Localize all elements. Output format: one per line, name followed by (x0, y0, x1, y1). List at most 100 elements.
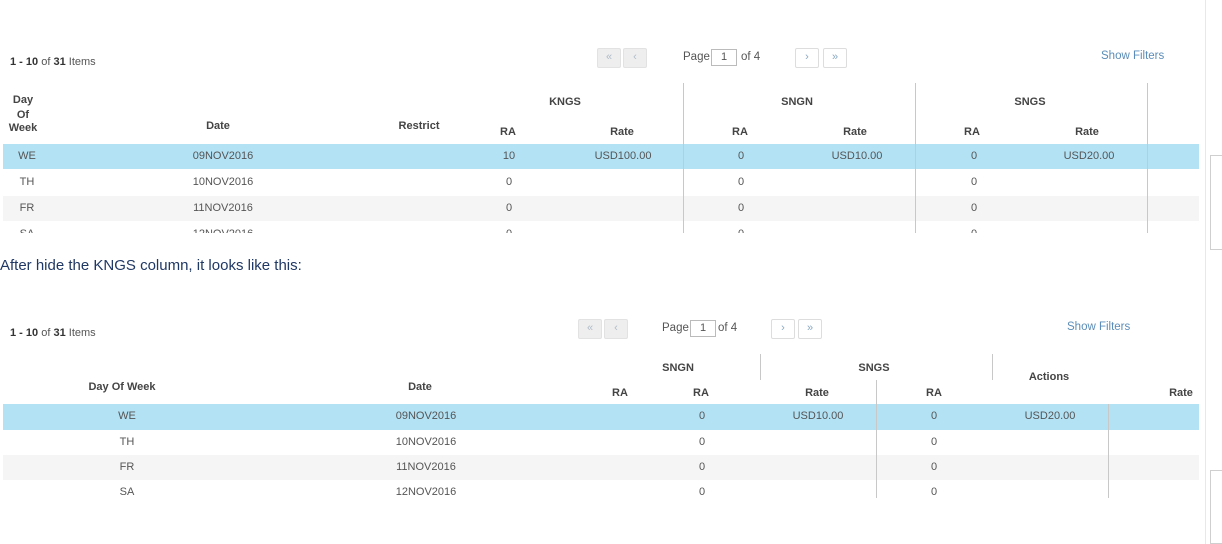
next-page-button[interactable]: › (795, 48, 819, 68)
cell-kngs-ra: 0 (505, 176, 513, 188)
cell-date: 12NOV2016 (183, 222, 263, 233)
cell-sngn-ra: 0 (721, 222, 761, 233)
cell-sngn-rate: USD10.00 (792, 410, 844, 422)
header-sngn-ra[interactable]: RA (693, 387, 709, 399)
header-group-sngn: SNGN (781, 96, 813, 108)
header-sngs-ra[interactable]: RA (926, 387, 942, 399)
cell-kngs-ra: 0 (489, 222, 529, 233)
show-filters-link[interactable]: Show Filters (1067, 321, 1131, 333)
cell-sngs-ra: 0 (954, 222, 994, 233)
column-divider (915, 83, 916, 233)
header-group-sngn: SNGN (662, 362, 694, 374)
last-page-button[interactable]: » (823, 48, 847, 68)
cell-sngn-ra: 0 (737, 150, 745, 162)
cell-date: 10NOV2016 (192, 176, 254, 188)
header-date[interactable]: Date (206, 120, 230, 132)
table-row[interactable]: SA 12NOV2016 0 0 0 (3, 222, 1199, 233)
cell-sngs-ra: 0 (970, 176, 978, 188)
cell-day: WE (18, 150, 36, 162)
cell-sngs-ra: 0 (970, 202, 978, 214)
header-day-of-week[interactable]: Day Of Week (8, 94, 38, 134)
header-ra[interactable]: RA (612, 387, 628, 399)
cell-kngs-rate: USD100.00 (594, 150, 652, 162)
cell-day: FR (19, 202, 35, 214)
next-page-button[interactable]: › (771, 319, 795, 339)
column-divider (760, 354, 761, 380)
header-group-sngs: SNGS (858, 362, 890, 374)
page-count: of 4 (741, 51, 761, 63)
header-sngn-rate[interactable]: Rate (805, 387, 829, 399)
cell-kngs-ra: 10 (502, 150, 516, 162)
scrollbar-fragment (1210, 155, 1222, 250)
table-row[interactable]: SA 12NOV2016 0 0 (3, 480, 1199, 498)
page-number-input[interactable]: 1 (690, 320, 716, 337)
header-group-kngs: KNGS (549, 96, 581, 108)
cell-sngs-rate: USD20.00 (1024, 410, 1076, 422)
cell-date: 11NOV2016 (396, 461, 456, 473)
cell-sngn-ra: 0 (698, 486, 706, 498)
table-row[interactable]: TH 10NOV2016 0 0 0 (3, 170, 1199, 195)
cell-sngn-ra: 0 (737, 176, 745, 188)
page-label: Page (683, 51, 710, 63)
prev-page-button[interactable]: ‹ (604, 319, 628, 339)
column-divider (1108, 404, 1109, 498)
header-rate[interactable]: Rate (1169, 387, 1193, 399)
header-kngs-rate[interactable]: Rate (610, 126, 634, 138)
first-page-button[interactable]: « (578, 319, 602, 339)
header-kngs-ra[interactable]: RA (500, 126, 516, 138)
page-label: Page (662, 322, 689, 334)
header-day-of-week[interactable]: Day Of Week (88, 381, 156, 393)
show-filters-link[interactable]: Show Filters (1101, 50, 1165, 62)
header-group-sngs: SNGS (1014, 96, 1046, 108)
cell-sngs-ra: 0 (970, 150, 978, 162)
cell-sngs-ra: 0 (930, 461, 938, 473)
cell-date: 09NOV2016 (395, 410, 457, 422)
cell-sngs-rate: USD20.00 (1063, 150, 1115, 162)
cell-day: SA (7, 222, 47, 233)
cell-day: WE (118, 410, 136, 422)
cell-sngn-ra: 0 (698, 436, 706, 448)
header-date[interactable]: Date (408, 381, 432, 393)
table-row[interactable]: FR 11NOV2016 0 0 0 (3, 196, 1199, 221)
cell-sngs-ra: 0 (930, 410, 938, 422)
cell-date: 10NOV2016 (395, 436, 457, 448)
page-count: of 4 (718, 322, 738, 334)
column-divider (683, 83, 684, 233)
header-sngn-ra[interactable]: RA (732, 126, 748, 138)
table-row[interactable]: TH 10NOV2016 0 0 (3, 430, 1199, 455)
cell-sngs-ra: 0 (930, 486, 938, 498)
table-row[interactable]: WE 09NOV2016 10 USD100.00 0 USD10.00 0 U… (3, 144, 1199, 169)
bottom-grid-panel: 1 - 10 of 31 Items « ‹ Page 1 of 4 › » S… (0, 276, 1200, 498)
cell-day: TH (19, 176, 35, 188)
caption-text: After hide the KNGS column, it looks lik… (0, 257, 302, 274)
cell-sngn-rate: USD10.00 (831, 150, 883, 162)
header-restrict[interactable]: Restrict (398, 120, 440, 132)
last-page-button[interactable]: » (798, 319, 822, 339)
table-row[interactable]: WE 09NOV2016 0 USD10.00 0 USD20.00 (3, 404, 1199, 430)
column-divider (992, 354, 993, 380)
header-sngn-rate[interactable]: Rate (843, 126, 867, 138)
cell-sngn-ra: 0 (698, 410, 706, 422)
table-row[interactable]: FR 11NOV2016 0 0 (3, 455, 1199, 480)
cell-sngs-ra: 0 (930, 436, 938, 448)
cell-date: 12NOV2016 (395, 486, 457, 498)
scrollbar-fragment (1210, 470, 1222, 544)
cell-sngn-ra: 0 (737, 202, 745, 214)
column-divider (876, 380, 877, 498)
cell-day: FR (119, 461, 135, 473)
cell-kngs-ra: 0 (505, 202, 513, 214)
cell-date: 11NOV2016 (193, 202, 253, 214)
top-grid-panel: 1 - 10 of 31 Items « ‹ Page 1 of 4 › » S… (0, 0, 1205, 233)
column-divider (1147, 83, 1148, 233)
header-sngs-ra[interactable]: RA (964, 126, 980, 138)
page-edge (1205, 0, 1222, 544)
cell-day: SA (119, 486, 135, 498)
page-number-input[interactable]: 1 (711, 49, 737, 66)
items-count: 1 - 10 of 31 Items (10, 56, 96, 68)
items-count: 1 - 10 of 31 Items (10, 327, 96, 339)
prev-page-button[interactable]: ‹ (623, 48, 647, 68)
header-actions: Actions (1028, 371, 1070, 383)
cell-day: TH (119, 436, 135, 448)
header-sngs-rate[interactable]: Rate (1075, 126, 1099, 138)
first-page-button[interactable]: « (597, 48, 621, 68)
